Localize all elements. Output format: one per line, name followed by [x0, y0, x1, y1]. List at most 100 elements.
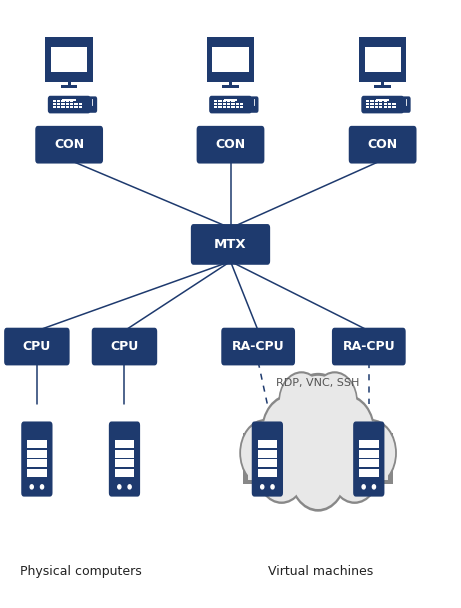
Bar: [61, 100, 65, 102]
Text: CPU: CPU: [110, 340, 139, 353]
Circle shape: [30, 485, 33, 489]
Text: CON: CON: [367, 138, 398, 151]
Bar: [223, 106, 226, 108]
Bar: [231, 106, 235, 108]
FancyBboxPatch shape: [88, 97, 97, 113]
FancyBboxPatch shape: [209, 96, 252, 113]
FancyBboxPatch shape: [4, 328, 70, 365]
Bar: [258, 440, 277, 448]
Bar: [224, 99, 237, 102]
Bar: [79, 106, 82, 108]
Bar: [365, 47, 401, 72]
Bar: [379, 103, 383, 105]
Text: Physical computers: Physical computers: [20, 565, 142, 578]
FancyBboxPatch shape: [361, 96, 404, 113]
Bar: [61, 85, 77, 88]
Circle shape: [288, 376, 348, 455]
FancyBboxPatch shape: [191, 224, 270, 265]
Circle shape: [347, 421, 395, 485]
Bar: [27, 450, 47, 458]
Bar: [388, 103, 391, 105]
Bar: [223, 100, 226, 102]
FancyBboxPatch shape: [349, 126, 416, 164]
Bar: [66, 103, 69, 105]
Circle shape: [286, 373, 350, 458]
FancyBboxPatch shape: [21, 421, 53, 497]
Bar: [214, 100, 217, 102]
Bar: [68, 78, 71, 85]
Bar: [366, 106, 369, 108]
Bar: [366, 103, 369, 105]
Bar: [62, 99, 76, 102]
Bar: [375, 103, 378, 105]
Bar: [53, 106, 56, 108]
Bar: [66, 100, 69, 102]
Bar: [381, 78, 384, 85]
FancyBboxPatch shape: [252, 421, 283, 497]
Bar: [236, 106, 239, 108]
Text: CON: CON: [54, 138, 84, 151]
FancyBboxPatch shape: [109, 421, 140, 497]
Bar: [115, 469, 134, 477]
Bar: [115, 450, 134, 458]
Bar: [222, 85, 239, 88]
Bar: [57, 103, 60, 105]
Bar: [115, 440, 134, 448]
Bar: [258, 460, 277, 467]
FancyBboxPatch shape: [48, 96, 90, 113]
Bar: [359, 460, 378, 467]
Bar: [53, 100, 56, 102]
Bar: [392, 103, 396, 105]
Bar: [371, 103, 374, 105]
Circle shape: [258, 438, 306, 502]
Bar: [61, 106, 65, 108]
Bar: [231, 103, 235, 105]
Bar: [384, 100, 387, 102]
Circle shape: [241, 421, 289, 485]
Circle shape: [331, 438, 378, 502]
Circle shape: [256, 436, 307, 504]
Bar: [213, 47, 248, 72]
Bar: [70, 106, 73, 108]
Bar: [231, 100, 235, 102]
Bar: [219, 106, 222, 108]
FancyBboxPatch shape: [249, 97, 259, 113]
Text: Virtual machines: Virtual machines: [268, 565, 373, 578]
Bar: [223, 103, 226, 105]
Bar: [227, 106, 230, 108]
Bar: [53, 103, 56, 105]
Bar: [384, 103, 387, 105]
Circle shape: [312, 371, 358, 432]
FancyBboxPatch shape: [359, 37, 407, 81]
Bar: [248, 438, 388, 480]
Bar: [214, 106, 217, 108]
Circle shape: [260, 485, 264, 489]
Bar: [79, 103, 82, 105]
Circle shape: [291, 438, 345, 509]
Bar: [219, 100, 222, 102]
Circle shape: [278, 371, 325, 432]
Bar: [57, 100, 60, 102]
Bar: [359, 440, 378, 448]
Bar: [51, 47, 87, 72]
FancyBboxPatch shape: [45, 37, 93, 81]
Circle shape: [128, 485, 131, 489]
Bar: [243, 432, 393, 483]
Bar: [227, 100, 230, 102]
Text: RA-CPU: RA-CPU: [343, 340, 395, 353]
Circle shape: [329, 436, 380, 504]
FancyBboxPatch shape: [35, 126, 103, 164]
Bar: [388, 106, 391, 108]
Bar: [227, 103, 230, 105]
Bar: [258, 450, 277, 458]
Bar: [371, 100, 374, 102]
FancyBboxPatch shape: [196, 126, 265, 164]
Circle shape: [41, 485, 44, 489]
Circle shape: [362, 485, 365, 489]
Circle shape: [372, 485, 376, 489]
FancyBboxPatch shape: [401, 97, 411, 113]
Circle shape: [261, 394, 319, 471]
Bar: [359, 450, 378, 458]
Circle shape: [280, 373, 323, 430]
Bar: [258, 469, 277, 477]
